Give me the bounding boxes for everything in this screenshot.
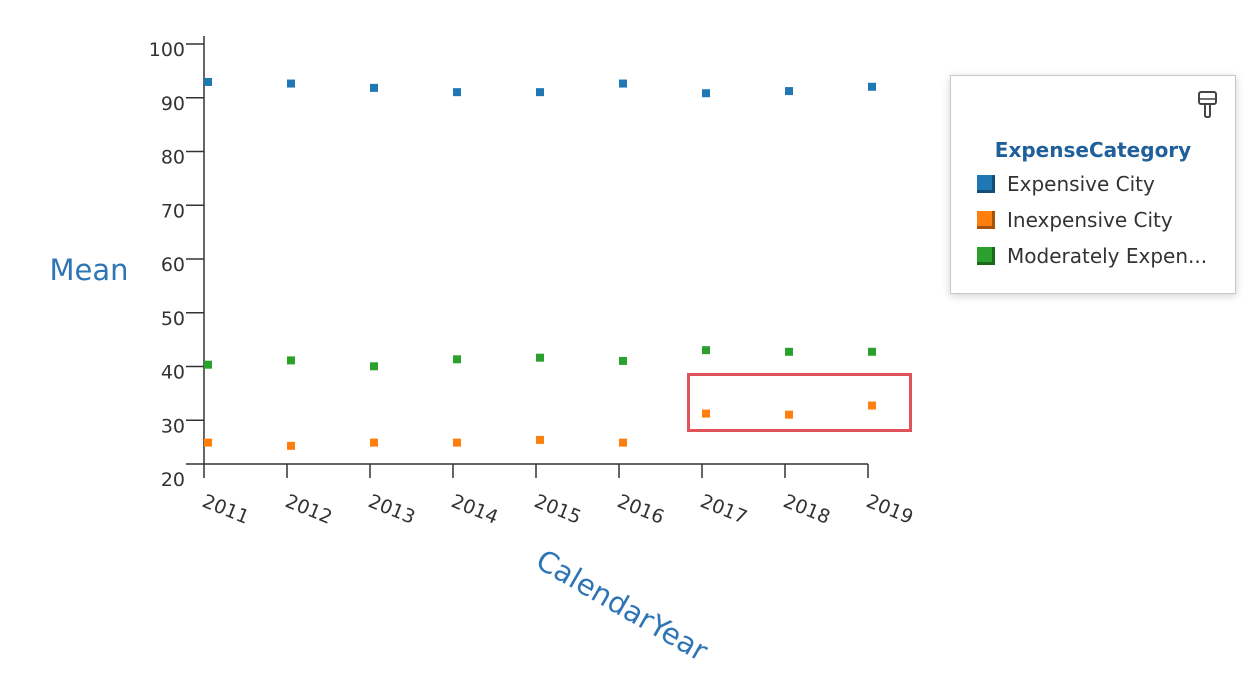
axes: 20 30 40 50 60 70 80 90 100 2011 2012 2013 2014 2015 2… [149, 36, 916, 529]
data-points [204, 77, 876, 450]
y-tick-label: 30 [161, 415, 185, 437]
legend-item-expensive-city[interactable]: Expensive City [977, 171, 1155, 197]
data-point [204, 77, 212, 86]
data-point [453, 438, 461, 447]
paint-roller-icon[interactable] [1197, 90, 1219, 120]
data-point [287, 356, 295, 365]
data-point [536, 435, 544, 444]
highlight-box [687, 373, 912, 432]
data-point [702, 89, 710, 98]
data-point [453, 355, 461, 364]
legend-item-moderately-expensive-city[interactable]: Moderately Expen... [977, 243, 1207, 269]
y-tick-label: 80 [161, 147, 185, 169]
legend-label: Inexpensive City [1007, 208, 1173, 232]
data-point [868, 401, 876, 410]
data-point [453, 88, 461, 97]
legend-label: Expensive City [1007, 172, 1155, 196]
x-tick-label: 2014 [448, 490, 501, 529]
data-point [204, 360, 212, 369]
x-tick-label: 2019 [863, 490, 916, 529]
data-point [785, 87, 793, 96]
data-point [287, 441, 295, 450]
data-point [619, 438, 627, 447]
data-point [868, 347, 876, 356]
x-tick-label: 2011 [199, 490, 252, 529]
data-point [702, 346, 710, 355]
x-tick-label: 2017 [697, 490, 750, 529]
data-point [868, 82, 876, 91]
x-tick-label: 2015 [531, 490, 584, 529]
y-tick-label: 100 [149, 39, 185, 61]
x-tick-label: 2016 [614, 490, 667, 529]
legend-swatch [977, 247, 995, 265]
x-tick-label: 2018 [780, 490, 833, 529]
legend-item-inexpensive-city[interactable]: Inexpensive City [977, 207, 1173, 233]
legend-swatch [977, 211, 995, 229]
data-point [619, 79, 627, 88]
data-point [370, 83, 378, 92]
y-tick-label: 90 [161, 93, 185, 115]
data-point [287, 79, 295, 88]
y-tick-label: 60 [161, 254, 185, 276]
y-tick-label: 50 [161, 308, 185, 330]
data-point [370, 438, 378, 447]
data-point [702, 409, 710, 418]
y-axis-title: Mean [49, 253, 128, 287]
x-axis-title: CalendarYear [530, 543, 713, 668]
y-tick-label: 40 [161, 362, 185, 384]
data-point [536, 88, 544, 97]
data-point [204, 438, 212, 447]
data-point [536, 353, 544, 362]
data-point [785, 347, 793, 356]
data-point [370, 362, 378, 371]
data-point [619, 356, 627, 365]
y-tick-label: 70 [161, 200, 185, 222]
x-tick-label: 2013 [365, 490, 418, 529]
legend-title: ExpenseCategory [994, 138, 1192, 162]
data-point [785, 410, 793, 419]
legend-label: Moderately Expen... [1007, 244, 1208, 268]
y-tick-label: 20 [161, 469, 185, 491]
x-tick-label: 2012 [282, 490, 335, 529]
legend-swatch [977, 175, 995, 193]
legend-panel: ExpenseCategory Expensive City Inexpensi… [950, 75, 1236, 294]
